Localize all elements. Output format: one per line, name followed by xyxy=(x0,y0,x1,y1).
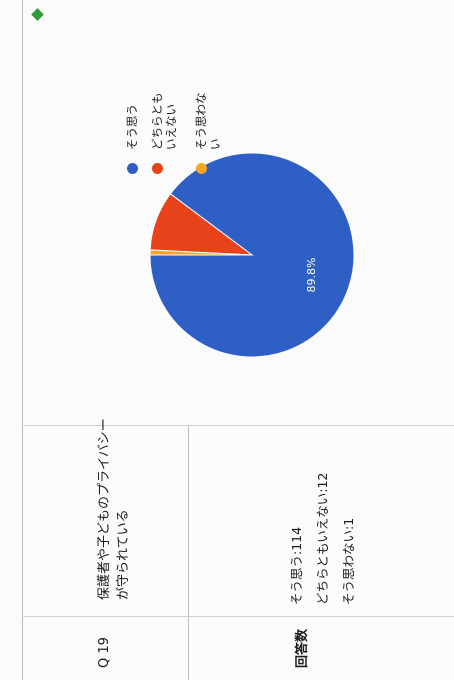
pie-data-label: 89.8% xyxy=(305,258,318,293)
legend-label: そう思わない xyxy=(194,92,222,151)
legend-label: そう思う xyxy=(125,104,139,150)
legend-swatch xyxy=(196,163,207,174)
legend-item xyxy=(196,160,207,174)
table-border-left xyxy=(22,0,23,680)
table-divider-chart xyxy=(22,425,454,426)
pie-slice xyxy=(149,249,253,256)
legend-swatch xyxy=(127,163,138,174)
legend-swatch xyxy=(152,163,163,174)
legend-item xyxy=(152,160,163,174)
legend-item xyxy=(127,160,138,174)
legend-label: どちらとも いえない xyxy=(150,92,178,151)
table-divider-header xyxy=(22,616,454,617)
table-divider-question xyxy=(188,425,189,680)
